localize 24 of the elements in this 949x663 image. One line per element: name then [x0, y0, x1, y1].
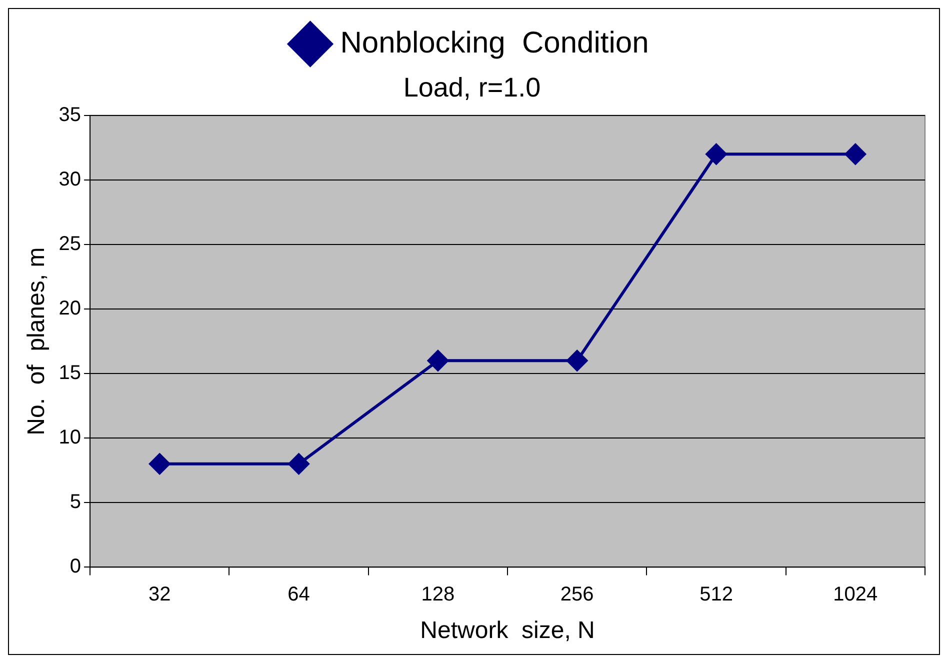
legend-label: Nonblocking Condition [340, 26, 649, 60]
point [566, 350, 588, 372]
y-axis-title: No. of planes, m [23, 247, 50, 436]
point [149, 453, 170, 474]
point [288, 453, 310, 474]
x-tick-label: 1024 [833, 584, 878, 606]
x-tick-label: 32 [148, 584, 171, 606]
x-tick-label: 64 [288, 584, 310, 606]
y-tick-label: 35 [58, 104, 82, 126]
y-tick-label: 10 [58, 426, 82, 449]
y-tick-label: 25 [58, 233, 82, 255]
x-tick-label: 256 [560, 584, 594, 606]
y-tick-label: 5 [70, 491, 82, 514]
y-tick-label: 0 [70, 556, 82, 578]
x-axis-title: Network size, N [420, 617, 595, 644]
chart-title: Load, r=1.0 [403, 72, 541, 103]
y-tick-label: 15 [58, 362, 82, 384]
point [427, 350, 448, 372]
point [844, 144, 866, 165]
y-tick-label: 30 [58, 168, 82, 190]
x-tick-label: 512 [700, 584, 733, 606]
x-tick-label: 128 [421, 584, 455, 606]
y-tick-label: 20 [58, 298, 82, 320]
point [706, 144, 727, 165]
